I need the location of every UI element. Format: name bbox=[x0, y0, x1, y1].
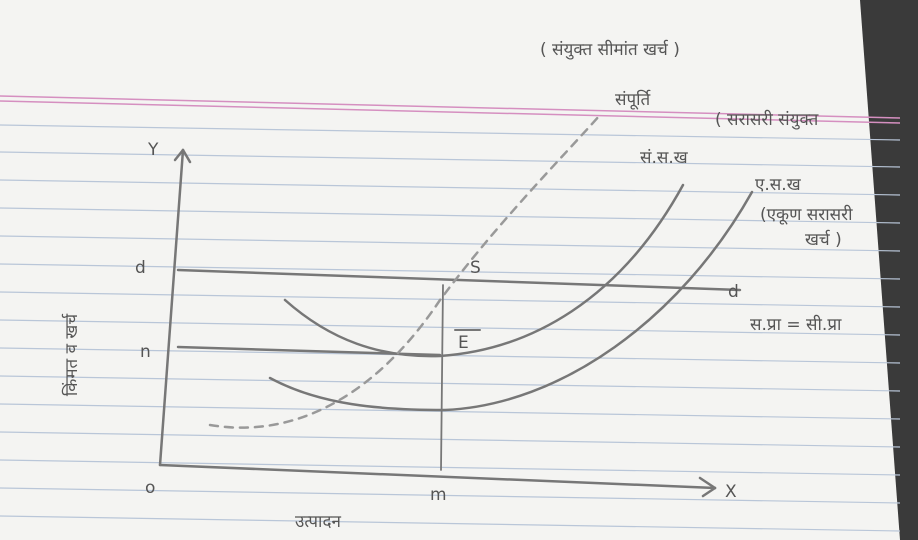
annotation: ए.स.ख bbox=[755, 175, 802, 195]
point-label: d bbox=[135, 258, 146, 278]
page-edge bbox=[860, 0, 918, 540]
origin: o bbox=[145, 478, 155, 498]
point-label: n bbox=[140, 342, 151, 362]
y-letter: Y bbox=[147, 140, 159, 160]
annotation: ( संयुक्त सीमांत खर्च ) bbox=[540, 39, 680, 60]
annotation: खर्च ) bbox=[805, 229, 842, 250]
annotation: ( सरासरी संयुक्त bbox=[715, 109, 819, 130]
diagram-lines bbox=[158, 113, 754, 498]
point-label: d bbox=[728, 282, 739, 302]
x-axis-label: उत्पादन bbox=[295, 512, 341, 532]
point-label: S bbox=[470, 258, 481, 278]
point-label: m bbox=[430, 485, 447, 505]
annotation: सं.स.ख bbox=[640, 148, 689, 168]
margin-lines bbox=[0, 95, 901, 124]
annotation: (एकूण सरासरी bbox=[760, 204, 853, 225]
annotation: स.प्रा = सी.प्रा bbox=[750, 314, 842, 335]
point-label: E bbox=[458, 333, 469, 353]
y-axis-label: किंमत व खर्च bbox=[61, 313, 82, 396]
x-letter: X bbox=[725, 482, 737, 502]
annotation: संपूर्ति bbox=[615, 89, 651, 110]
